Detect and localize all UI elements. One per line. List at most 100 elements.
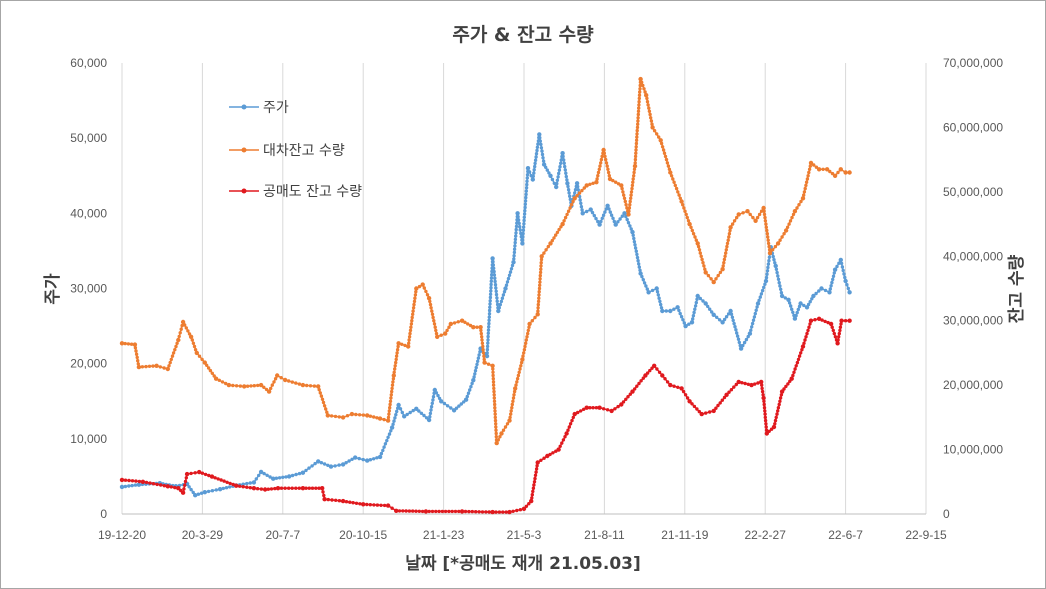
data-point <box>692 314 695 317</box>
data-point <box>486 335 489 338</box>
data-point <box>766 266 769 269</box>
data-point <box>500 300 503 303</box>
data-point <box>495 432 498 435</box>
data-point <box>619 183 623 187</box>
data-point <box>567 210 570 213</box>
data-point <box>765 276 768 279</box>
data-point <box>635 139 638 142</box>
data-point <box>256 487 259 490</box>
data-point <box>228 482 231 485</box>
data-point <box>192 342 195 345</box>
data-point <box>519 364 522 367</box>
data-point <box>593 214 596 217</box>
data-point <box>658 371 661 374</box>
data-point <box>494 422 497 425</box>
data-point <box>765 425 768 428</box>
data-point <box>372 503 375 506</box>
data-point <box>723 318 726 321</box>
data-point <box>333 464 336 467</box>
data-point <box>557 228 560 231</box>
data-point <box>492 267 495 270</box>
data-point <box>759 295 762 298</box>
data-point <box>394 361 397 364</box>
data-point <box>797 203 800 206</box>
data-point <box>759 380 763 384</box>
data-point <box>390 390 393 393</box>
data-point <box>755 305 758 308</box>
data-point <box>391 423 394 426</box>
data-point <box>234 484 238 488</box>
data-point <box>778 400 781 403</box>
data-point <box>639 379 642 382</box>
data-point <box>215 488 218 491</box>
data-point <box>798 354 801 357</box>
data-point <box>702 264 705 267</box>
data-point <box>498 510 501 513</box>
data-point <box>204 473 207 476</box>
data-point <box>663 377 666 380</box>
data-point <box>493 393 496 396</box>
data-point <box>437 510 440 513</box>
data-point <box>185 326 188 329</box>
x-tick-label: 20-10-15 <box>339 528 387 542</box>
data-point <box>827 290 831 294</box>
data-point <box>838 329 841 332</box>
data-point <box>358 413 361 416</box>
data-point <box>559 445 562 448</box>
data-point <box>565 181 569 185</box>
data-point <box>538 280 541 283</box>
data-point <box>225 486 228 489</box>
data-point <box>611 179 614 182</box>
data-point <box>510 267 513 270</box>
data-point <box>700 412 704 416</box>
data-point <box>757 299 760 302</box>
data-point <box>490 276 493 279</box>
data-point <box>745 209 749 213</box>
data-point <box>748 331 752 335</box>
data-point <box>401 509 404 512</box>
data-point <box>668 309 672 313</box>
data-point <box>671 177 674 180</box>
data-point <box>723 255 726 258</box>
data-point <box>706 305 709 308</box>
y-left-tick-label: 50,000 <box>70 131 107 145</box>
data-point <box>624 203 627 206</box>
y-left-tick-label: 10,000 <box>70 432 107 446</box>
data-point <box>776 409 779 412</box>
data-point <box>271 477 275 481</box>
data-point <box>532 171 535 174</box>
data-point <box>506 280 509 283</box>
data-point <box>166 484 170 488</box>
data-point <box>194 471 197 474</box>
data-point <box>704 270 708 274</box>
data-point <box>697 245 700 248</box>
data-point <box>488 306 491 309</box>
data-point <box>764 219 767 222</box>
data-point <box>831 278 834 281</box>
data-point <box>751 216 754 219</box>
data-point <box>632 174 635 177</box>
data-point <box>741 211 744 214</box>
data-point <box>763 213 766 216</box>
data-point <box>513 248 516 251</box>
data-point <box>380 452 383 455</box>
data-point <box>728 232 731 235</box>
data-point <box>441 510 444 513</box>
data-point <box>767 239 770 242</box>
data-point <box>667 164 670 167</box>
data-point <box>536 460 540 464</box>
x-tick-label: 21-1-23 <box>423 528 465 542</box>
data-point <box>578 191 581 194</box>
data-point <box>488 315 491 318</box>
data-point <box>839 258 843 262</box>
data-point <box>163 484 166 487</box>
data-point <box>464 510 467 513</box>
data-point <box>358 457 361 460</box>
data-point <box>638 265 641 268</box>
data-point <box>493 396 496 399</box>
data-point <box>330 414 333 417</box>
data-point <box>423 286 426 289</box>
data-point <box>559 162 562 165</box>
data-point <box>486 345 489 348</box>
data-point <box>763 403 766 406</box>
